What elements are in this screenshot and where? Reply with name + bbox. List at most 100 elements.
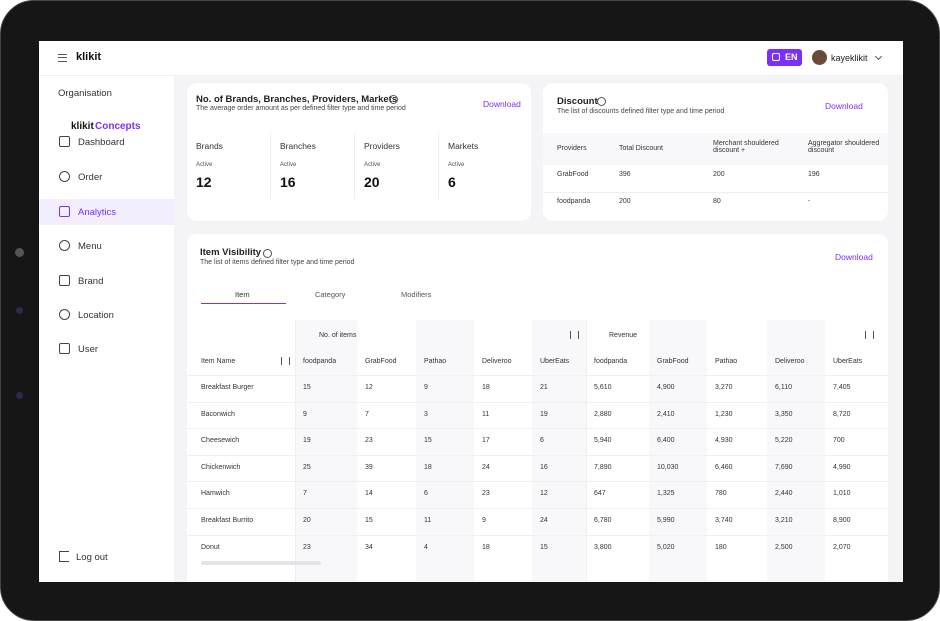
tab[interactable]: Category [315, 290, 346, 299]
count-cell: 18 [482, 543, 490, 551]
info-icon [597, 97, 606, 106]
revenue-cell: 1,230 [715, 410, 733, 418]
count-cell: 14 [365, 490, 373, 498]
organisation-name: Concepts [95, 121, 141, 132]
item-name: Hamwich [201, 490, 230, 498]
count-cell: 24 [540, 517, 548, 524]
discount-card: Discount The list of discounts defined fi… [543, 83, 888, 221]
download[interactable]: Download [825, 101, 863, 111]
revenue-cell: 2,880 [594, 410, 612, 418]
card-title: Discount [557, 96, 598, 107]
item-visibility-card: Item Visibility The list of items defined… [187, 234, 888, 582]
revenue-cell: 6,780 [594, 517, 612, 524]
revenue-cell: 1,010 [833, 490, 851, 498]
revenue-cell: 6,400 [657, 437, 675, 445]
scrollbar[interactable] [201, 561, 321, 565]
table-cell: foodpanda [557, 198, 591, 205]
logo: klikit [76, 51, 102, 63]
item-name: Cheesewich [201, 437, 240, 445]
tab[interactable]: Item [235, 290, 250, 299]
avatar[interactable] [812, 50, 827, 65]
nav-icon[interactable] [59, 136, 70, 147]
sensor [16, 307, 23, 314]
camera [15, 248, 24, 257]
stat-value: 16 [280, 174, 296, 190]
count-cell: 39 [365, 463, 373, 471]
header [39, 41, 903, 76]
group-divider [586, 320, 587, 582]
nav-item[interactable]: Analytics [78, 207, 117, 218]
item-name: Donut [201, 543, 220, 551]
nav-icon[interactable] [59, 343, 70, 354]
menu-icon [58, 57, 67, 58]
revenue-cell: 3,800 [594, 543, 612, 551]
sort-icon[interactable] [570, 331, 579, 339]
tab[interactable]: Modifiers [401, 290, 432, 299]
count-cell: 11 [424, 517, 432, 524]
item-name: Chickenwich [201, 463, 241, 471]
revenue-cell: 180 [715, 543, 727, 551]
revenue-cell: 6,110 [775, 384, 792, 391]
language-button[interactable]: EN [767, 49, 802, 66]
logout[interactable]: Log out [76, 552, 108, 563]
provider-header: UberEats [540, 358, 570, 365]
count-cell: 18 [424, 463, 432, 471]
provider-header: GrabFood [657, 358, 689, 365]
nav-icon[interactable] [59, 240, 70, 251]
stat-label: Markets [448, 141, 479, 151]
nav-icon[interactable] [59, 171, 70, 182]
revenue-cell: 5,940 [594, 437, 612, 445]
nav-item[interactable]: Dashboard [78, 137, 125, 148]
nav-icon[interactable] [59, 275, 70, 286]
sort-icon[interactable] [281, 357, 290, 365]
count-cell: 7 [303, 490, 307, 498]
stat-label: Providers [364, 141, 400, 151]
download[interactable]: Download [835, 252, 873, 262]
nav-item[interactable]: User [78, 344, 99, 355]
row-divider [187, 375, 888, 376]
nav-icon[interactable] [59, 206, 70, 217]
menu-icon[interactable] [58, 54, 67, 62]
revenue-cell: 780 [715, 490, 727, 498]
revenue-cell: 6,460 [715, 463, 733, 471]
nav-item[interactable]: Location [78, 310, 114, 321]
download[interactable]: Download [483, 99, 521, 109]
column-header: Aggregator shouldered discount [808, 140, 880, 154]
sidebar [39, 76, 174, 582]
revenue-cell: 7,890 [594, 463, 612, 471]
column-bg [532, 320, 586, 582]
row-divider [187, 534, 888, 536]
provider-header: Pathao [424, 358, 447, 365]
count-cell: 18 [482, 384, 490, 391]
revenue-cell: 2,410 [657, 410, 675, 418]
count-cell: 23 [365, 437, 373, 445]
count-cell: 7 [365, 410, 369, 418]
provider-header: Deliveroo [482, 358, 512, 365]
row-divider [543, 192, 888, 193]
sort-icon[interactable] [865, 331, 874, 339]
nav-item[interactable]: Brand [78, 276, 104, 287]
count-cell: 34 [365, 543, 373, 551]
logout-icon[interactable] [59, 551, 69, 562]
table-cell: GrabFood [557, 171, 589, 178]
nav-item[interactable]: Order [78, 172, 103, 183]
language: EN [785, 52, 798, 62]
row-divider [187, 454, 888, 456]
table-header-bg [543, 133, 888, 165]
revenue-cell: 7,405 [833, 384, 851, 391]
revenue-cell: 2,070 [833, 543, 851, 551]
revenue-cell: 2,500 [775, 543, 793, 551]
stat-label: Brands [196, 141, 223, 151]
card-subtitle: The list of items defined filter type an… [200, 259, 355, 266]
card-subtitle: The list of discounts defined filter typ… [557, 108, 725, 115]
nav-icon[interactable] [59, 309, 70, 320]
item-name: Breakfast Burrito [201, 517, 254, 524]
count-cell: 11 [482, 410, 490, 418]
revenue-cell: 3,270 [715, 384, 733, 391]
count-cell: 19 [540, 410, 548, 418]
table-cell: 200 [713, 171, 725, 178]
nav-item[interactable]: Menu [78, 241, 102, 252]
user-name[interactable]: kayeklikit [831, 53, 868, 63]
revenue-cell: 3,210 [775, 517, 793, 524]
